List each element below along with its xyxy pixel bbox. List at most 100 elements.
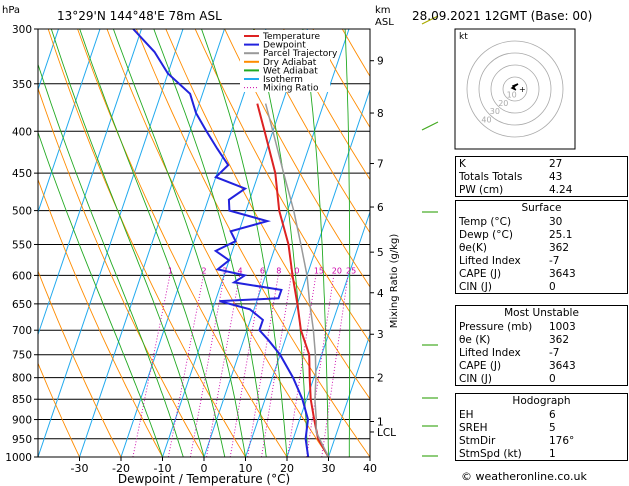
index-value: 43: [549, 170, 563, 183]
surface-row: Dewp (°C) 25.1: [456, 228, 627, 241]
most-unstable-label: CAPE (J): [459, 359, 502, 372]
hodograph-value: 176°: [549, 434, 575, 447]
index-row: Totals Totals 43: [456, 170, 627, 183]
x-axis-title: Dewpoint / Temperature (°C): [118, 472, 290, 486]
datetime-title: 28.09.2021 12GMT (Base: 00): [412, 9, 592, 23]
isotherm-line: [245, 87, 370, 457]
wind-barb: [421, 121, 439, 131]
mixing-ratio-label: 4: [238, 266, 243, 275]
copyright-site[interactable]: weatheronline.co.uk: [475, 470, 587, 483]
surface-row: CIN (J) 0: [456, 280, 627, 293]
mixing-ratio-line: [229, 275, 263, 457]
x-tick-label: 0: [201, 462, 208, 475]
most-unstable-label: CIN (J): [459, 372, 492, 385]
pressure-tick-label: 800: [12, 373, 32, 385]
most-unstable-value: 1003: [549, 320, 576, 333]
isotherm-line: [38, 29, 142, 337]
hodograph-label: StmSpd (kt): [459, 447, 522, 460]
hodograph-ring: [502, 76, 528, 102]
mixing-ratio-line: [132, 275, 171, 457]
legend-label: Temperature: [262, 32, 320, 42]
surface-row: CAPE (J) 3643: [456, 267, 627, 280]
km-tick-label: LCL: [377, 427, 396, 439]
dry-adiabat-line: [38, 269, 122, 457]
surface-label: CAPE (J): [459, 267, 502, 280]
most-unstable-box: Most Unstable Pressure (mb) 1003 θe (K) 362…: [455, 305, 628, 386]
dry-adiabat-line: [77, 29, 288, 457]
surface-value: 3643: [549, 267, 576, 280]
mixing-ratio-line: [247, 275, 279, 457]
plot-frame: [37, 28, 371, 458]
dry-adiabat-line: [47, 29, 246, 457]
surface-title: Surface: [521, 202, 562, 214]
hodograph-unit: kt: [459, 32, 468, 42]
surface-row: Lifted Index -7: [456, 254, 627, 267]
surface-label: Temp (°C): [459, 215, 512, 228]
pressure-tick-label: 450: [12, 168, 32, 180]
most-unstable-row: Lifted Index -7: [456, 346, 627, 359]
index-label: Totals Totals: [459, 170, 523, 183]
x-tick-label: -10: [154, 462, 172, 475]
parcel-trajectory-line: [264, 103, 330, 457]
mixing-ratio-line: [167, 275, 204, 457]
hodograph-label: EH: [459, 408, 474, 421]
km-label: km: [375, 5, 391, 16]
wet-adiabat-line: [50, 29, 205, 457]
surface-value: 25.1: [549, 228, 573, 241]
dry-adiabat-line: [165, 29, 370, 400]
pressure-tick-label: 900: [12, 415, 32, 427]
dry-adiabat-line: [106, 29, 329, 457]
hodograph-row: StmDir 176°: [456, 434, 627, 447]
dewpoint-line: [132, 29, 310, 457]
isotherm-line: [120, 29, 267, 457]
hodograph-label: StmDir: [459, 434, 496, 447]
wet-adiabat-line: [369, 436, 370, 457]
mixing-ratio-line: [261, 275, 292, 457]
index-value: 27: [549, 157, 563, 170]
most-unstable-label: Pressure (mb): [459, 320, 533, 333]
isotherm-line: [328, 332, 370, 457]
isotherm-line: [38, 29, 184, 457]
hodograph-trace: [510, 83, 519, 91]
most-unstable-row: θe (K) 362: [456, 333, 627, 346]
wet-adiabat-line: [201, 29, 288, 457]
km-tick-label: 1: [377, 417, 384, 429]
surface-value: 0: [549, 280, 556, 293]
most-unstable-row: Pressure (mb) 1003: [456, 320, 627, 333]
hodograph-box: Hodograph EH 6 SREH 5 StmDir 176° StmSpd (kt) 1: [455, 393, 628, 461]
dry-adiabat-line: [135, 29, 370, 457]
surface-box: Surface Temp (°C) 30 Dewp (°C) 25.1 θe(K) 362…: [455, 200, 628, 294]
pressure-tick-label: 300: [12, 24, 32, 36]
copyright-prefix: ©: [461, 470, 476, 483]
temperature-line: [256, 103, 330, 457]
isotherm-line: [203, 29, 350, 457]
x-tick-label: -30: [71, 462, 89, 475]
hodograph-arrow-icon: +: [519, 85, 526, 94]
index-row: K 27: [456, 157, 627, 170]
pressure-tick-label: 950: [12, 434, 32, 446]
copyright[interactable]: © weatheronline.co.uk: [461, 470, 587, 483]
km-tick-label: 8: [377, 108, 384, 120]
hodograph-ring-label: 30: [490, 107, 500, 116]
hodograph-row: StmSpd (kt) 1: [456, 447, 627, 460]
km-tick-label: 7: [377, 159, 384, 171]
surface-label: Lifted Index: [459, 254, 521, 267]
wet-adiabat-line: [112, 29, 246, 457]
hodograph-ring-label: 40: [481, 116, 491, 125]
x-tick-label: 40: [363, 462, 377, 475]
surface-label: Dewp (°C): [459, 228, 513, 241]
legend-label: Wet Adiabat: [263, 66, 318, 76]
hodograph-row: SREH 5: [456, 421, 627, 434]
pressure-tick-label: 350: [12, 79, 32, 91]
index-label: PW (cm): [459, 183, 504, 196]
dry-adiabat-line: [194, 29, 370, 344]
asl-label: ASL: [375, 17, 394, 28]
mixing-ratio-label: 15: [314, 266, 324, 275]
hodograph-ring: [466, 40, 564, 138]
most-unstable-label: Lifted Index: [459, 346, 521, 359]
hodograph-ring: [478, 52, 552, 126]
legend-label: Dewpoint: [263, 41, 306, 51]
pressure-tick-label: 1000: [5, 452, 32, 464]
most-unstable-row: CAPE (J) 3643: [456, 359, 627, 372]
